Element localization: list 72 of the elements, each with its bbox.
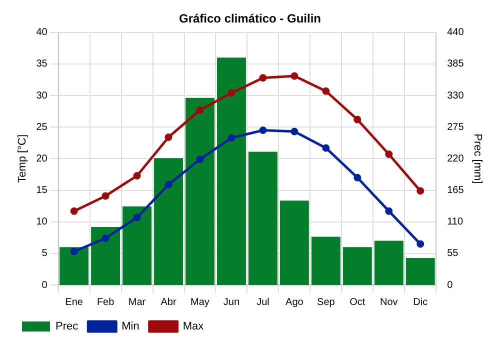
point	[164, 133, 172, 141]
bar	[122, 206, 152, 285]
bar	[216, 58, 246, 285]
y2-tick-label: 330	[447, 90, 464, 102]
y2-tick-label: 165	[447, 185, 464, 196]
point	[133, 214, 141, 222]
y-tick-label: 35	[36, 58, 48, 70]
point	[322, 144, 330, 152]
bar	[374, 240, 404, 285]
point	[354, 116, 362, 124]
point	[102, 192, 110, 200]
point	[70, 248, 78, 256]
point	[196, 106, 204, 114]
x-tick-label: Feb	[96, 296, 115, 308]
y2-tick-label: 55	[447, 248, 459, 260]
x-tick-label: Sep	[317, 296, 336, 308]
y-tick-label: 30	[36, 90, 48, 102]
point	[416, 240, 424, 248]
point	[416, 187, 424, 195]
point	[102, 234, 110, 242]
y-tick-label: 20	[36, 153, 48, 164]
point	[322, 87, 330, 95]
x-tick-label: May	[190, 296, 210, 308]
y-tick-label: 0	[42, 280, 48, 291]
bar	[91, 227, 120, 285]
x-tick-label: Jul	[256, 296, 270, 308]
point	[228, 89, 236, 97]
legend-label: Max	[182, 320, 204, 333]
y2-axis-title: Prec [mm]	[471, 134, 484, 184]
x-tick-label: Oct	[350, 296, 366, 308]
y-tick-label: 15	[36, 185, 48, 196]
y-axis-title: Temp [°C]	[16, 134, 29, 183]
point	[70, 207, 78, 215]
legend-label: Min	[122, 320, 140, 333]
x-tick-label: Ago	[286, 296, 304, 308]
y2-tick-label: 220	[447, 153, 464, 164]
point	[164, 180, 172, 188]
x-tick-label: Jun	[223, 296, 240, 308]
y2-tick-label: 110	[447, 216, 464, 228]
x-tick-label: Nov	[380, 296, 398, 308]
x-tick-label: Mar	[128, 296, 146, 308]
point	[290, 72, 298, 80]
y2-tick-label: 0	[447, 280, 454, 291]
x-tick-label: Abr	[160, 296, 177, 308]
x-tick-label: Dic	[413, 296, 428, 308]
y2-tick-label: 275	[447, 122, 464, 133]
bar	[311, 236, 340, 285]
bar	[248, 152, 278, 285]
bar	[60, 247, 89, 285]
y-tick-label: 10	[36, 216, 48, 228]
bar	[406, 258, 435, 285]
point	[228, 134, 236, 142]
chart-title: Gráfico climático - Guilin	[178, 12, 322, 26]
bar	[342, 247, 372, 285]
point	[290, 128, 298, 136]
point	[259, 126, 267, 134]
x-tick-label: Ene	[65, 296, 84, 308]
bar	[280, 200, 309, 285]
bar	[154, 158, 183, 285]
point	[385, 207, 393, 215]
y-tick-label: 5	[42, 248, 48, 260]
point	[259, 74, 267, 82]
point	[196, 156, 204, 164]
bar	[186, 98, 214, 285]
y-tick-label: 25	[36, 122, 48, 133]
point	[133, 172, 141, 180]
y-tick-label: 40	[36, 27, 48, 38]
y2-tick-label: 440	[447, 27, 464, 38]
point	[385, 150, 393, 158]
point	[354, 174, 362, 182]
y2-tick-label: 385	[447, 58, 464, 70]
legend-label: Prec	[56, 320, 79, 333]
